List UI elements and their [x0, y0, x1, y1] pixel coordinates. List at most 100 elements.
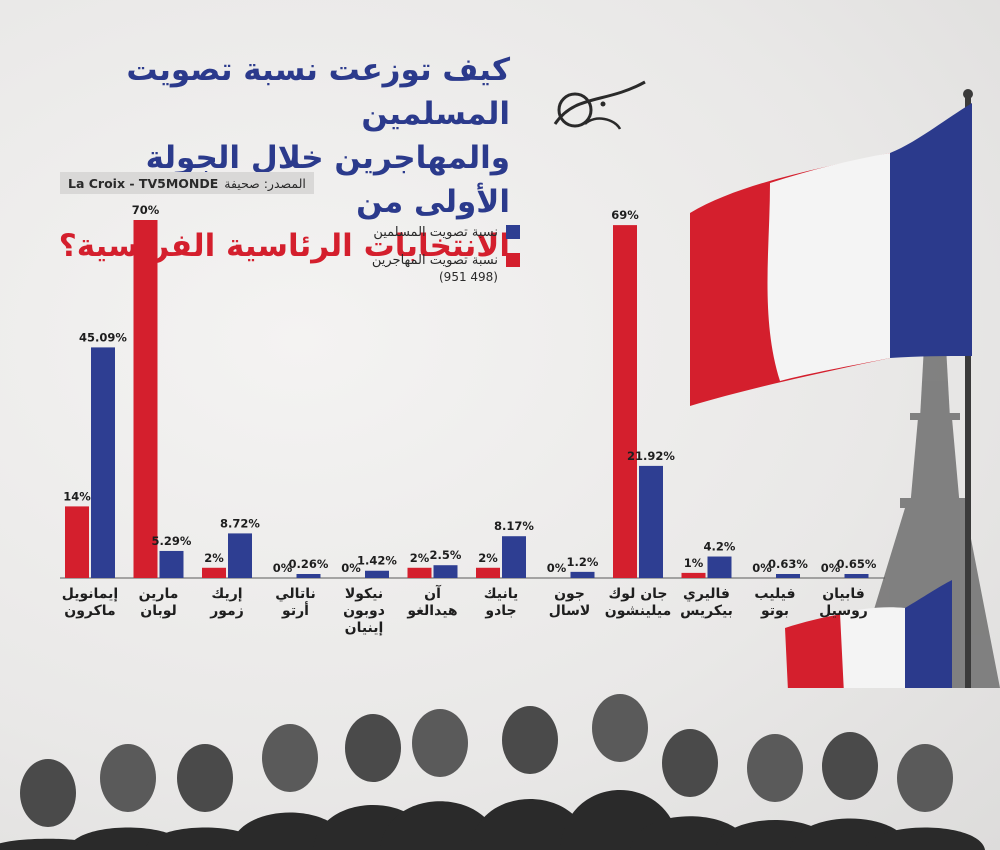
data-label-muslims-1: 5.29% [152, 534, 192, 548]
candidate-name-11: فابيان روسيل [804, 586, 884, 620]
data-label-immigrants-3: 0% [273, 561, 293, 575]
candidate-name-line: لوبان [140, 603, 177, 619]
legend-label-immigrants: نسبة تصويت المهاجرين [371, 252, 498, 268]
portrait-silhouette [380, 709, 500, 850]
bar-immigrants-9 [681, 572, 706, 578]
legend-item-muslims: نسبة تصويت المسلمين [330, 218, 520, 246]
candidate-name-8: جان لوك ميلينشون [598, 586, 678, 620]
legend-swatch-red [506, 253, 520, 267]
legend-item-immigrants: نسبة تصويت المهاجرين [330, 246, 520, 274]
candidate-name-line: ميلينشون [604, 603, 672, 619]
bar-muslims-2 [228, 533, 252, 578]
legend-label-muslims: نسبة تصويت المسلمين [373, 224, 498, 240]
candidate-name-line: روسيل [819, 603, 868, 619]
candidate-name-1: مارين لوبان [119, 586, 199, 620]
candidate-name-line: أرتو [282, 603, 309, 619]
bar-muslims-0 [91, 347, 115, 578]
bar-muslims-9 [707, 556, 732, 578]
candidate-name-line: جون [554, 586, 585, 602]
candidate-name-line: بوتو [760, 603, 790, 619]
title-line-2: والمهاجرين خلال الجولة الأولى من [145, 140, 510, 220]
bar-immigrants-2 [202, 567, 226, 578]
data-label-muslims-10: 0.63% [768, 557, 808, 571]
candidate-name-0: إيمانويل ماكرون [50, 586, 130, 620]
bar-immigrants-1 [133, 220, 158, 578]
title-line-1: كيف توزعت نسبة تصويت المسلمين [126, 52, 510, 132]
data-label-muslims-7: 1.2% [567, 555, 599, 569]
candidate-name-4: نيكولا دوبون إينيان [324, 586, 404, 637]
candidate-name-line: جان لوك [608, 586, 668, 602]
data-label-muslims-0: 45.09% [79, 330, 127, 344]
data-label-immigrants-8: 69% [611, 208, 639, 222]
bar-muslims-5 [433, 565, 458, 578]
source-label: المصدر: صحيفة [224, 175, 306, 191]
al-mayadeen-logo-icon [553, 80, 646, 130]
data-label-muslims-2: 8.72% [220, 516, 260, 530]
data-label-immigrants-1: 70% [132, 203, 160, 217]
candidate-name-line: زمور [210, 603, 244, 619]
data-label-immigrants-4: 0% [341, 561, 361, 575]
bar-muslims-7 [570, 571, 595, 578]
bar-immigrants-6 [476, 567, 500, 578]
candidate-name-9: فاليري بيكريس [667, 586, 747, 620]
data-label-immigrants-9: 1% [684, 556, 704, 570]
candidate-name-line: دوبون [343, 603, 385, 619]
bar-muslims-3 [296, 574, 321, 578]
bar-muslims-1 [159, 550, 184, 578]
bar-muslims-6 [502, 536, 526, 578]
data-label-muslims-11: 0.65% [837, 557, 877, 571]
legend: نسبة تصويت المسلمين نسبة تصويت المهاجرين… [330, 218, 520, 284]
bar-muslims-8 [639, 465, 663, 578]
candidate-names: إيمانويل ماكرون مارين لوبان إريك زمور ناتالي أر… [0, 586, 1000, 656]
data-label-muslims-4: 1.42% [357, 554, 397, 568]
legend-note: (951 498) [439, 270, 498, 284]
candidate-name-line: فاليري [683, 586, 730, 602]
source-value: La Croix - TV5MONDE [68, 175, 219, 191]
data-label-muslims-3: 0.26% [289, 557, 329, 571]
candidate-name-2: إريك زمور [187, 586, 267, 620]
candidate-name-line: ناتالي [275, 586, 316, 602]
candidate-name-line: يانيك [483, 586, 519, 602]
bar-muslims-10 [776, 574, 800, 578]
french-flag-icon [690, 89, 1000, 688]
source-caption: La Croix - TV5MONDE المصدر: صحيفة [60, 172, 314, 194]
legend-swatch-blue [506, 225, 520, 239]
portrait-silhouette [865, 744, 985, 850]
candidate-name-5: آن هيدالغو [393, 586, 473, 620]
data-label-immigrants-2: 2% [204, 551, 224, 565]
data-label-muslims-8: 21.92% [627, 449, 675, 463]
data-label-muslims-5: 2.5% [430, 548, 462, 562]
candidate-name-line: نيكولا [344, 586, 384, 602]
data-label-immigrants-7: 0% [547, 561, 567, 575]
candidate-name-line: فابيان [822, 586, 865, 602]
candidate-name-line: إريك [211, 586, 243, 602]
candidate-name-line: مارين [138, 586, 179, 602]
bar-muslims-4 [365, 570, 389, 578]
data-label-muslims-9: 4.2% [704, 540, 736, 554]
candidate-name-6: يانيك جادو [461, 586, 541, 620]
candidate-name-line: إيمانويل [61, 586, 119, 602]
candidate-name-line: إينيان [344, 620, 384, 636]
portrait-silhouette [470, 706, 590, 850]
bar-muslims-11 [844, 574, 869, 578]
candidate-name-3: ناتالي أرتو [256, 586, 336, 620]
bar-immigrants-0 [65, 506, 89, 578]
data-label-immigrants-11: 0% [821, 561, 841, 575]
candidate-name-line: بيكريس [680, 603, 733, 619]
data-label-muslims-6: 8.17% [494, 519, 534, 533]
data-label-immigrants-0: 14% [63, 489, 91, 503]
data-label-immigrants-10: 0% [752, 561, 772, 575]
candidate-portraits [0, 694, 985, 850]
candidate-name-10: فيليب بوتو [735, 586, 815, 620]
candidate-name-line: آن [424, 586, 441, 602]
candidate-name-line: لاسال [548, 603, 591, 619]
candidate-name-line: جادو [485, 603, 517, 619]
candidate-name-line: هيدالغو [407, 603, 458, 619]
candidate-name-7: جون لاسال [530, 586, 610, 620]
data-label-immigrants-5: 2% [410, 551, 430, 565]
data-label-immigrants-6: 2% [478, 551, 498, 565]
bar-immigrants-5 [407, 567, 432, 578]
candidate-name-line: ماكرون [64, 603, 116, 619]
bar-chart: 14%45.09%70%5.29%2%8.72%0%0.26% 0%1.42% 2%… [60, 203, 885, 579]
